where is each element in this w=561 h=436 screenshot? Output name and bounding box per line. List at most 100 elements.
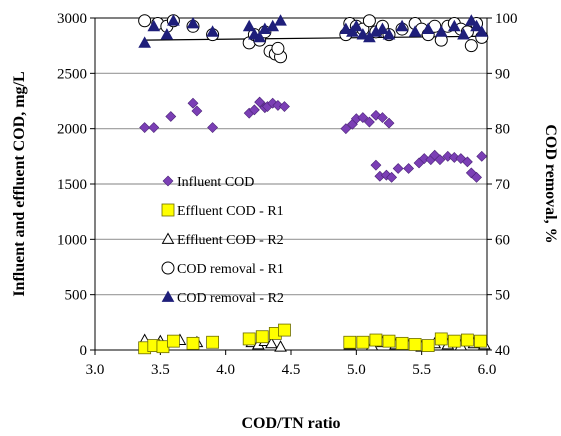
data-point [242, 19, 256, 32]
data-point [147, 19, 161, 32]
x-tick-label: 3.5 [151, 362, 170, 378]
y2-tick-label: 70 [495, 177, 510, 193]
data-point [242, 332, 256, 346]
data-point [386, 171, 398, 183]
data-point [464, 14, 478, 26]
legend-label: Influent COD [177, 175, 254, 190]
data-point [408, 338, 422, 351]
y-tick-label: 1500 [57, 177, 87, 193]
data-point [357, 112, 369, 124]
legend-label: Effluent COD - R1 [177, 204, 284, 219]
data-point [186, 336, 200, 350]
x-tick-label: 4.0 [216, 362, 235, 378]
data-point [377, 112, 388, 124]
y2-tick-label: 60 [495, 232, 510, 248]
data-point [138, 14, 152, 28]
data-point [457, 28, 470, 40]
data-point [266, 19, 280, 32]
data-point [271, 41, 285, 55]
data-point [475, 25, 489, 37]
data-point [356, 335, 370, 349]
legend-marker [161, 203, 175, 217]
data-point [160, 28, 174, 40]
x-tick-label: 6.0 [478, 362, 497, 378]
y-tick-label: 500 [65, 288, 88, 304]
gridlines [95, 72, 487, 296]
y2-tick-label: 90 [495, 66, 510, 82]
data-point [476, 150, 488, 162]
data-point [421, 22, 435, 34]
data-point [392, 163, 404, 174]
data-point [395, 336, 409, 350]
data-point [464, 39, 478, 53]
data-point [187, 97, 199, 109]
data-point [340, 123, 352, 135]
data-point [418, 153, 430, 164]
data-point [383, 117, 395, 129]
data-point [363, 30, 376, 43]
data-point [403, 163, 415, 174]
data-point [248, 104, 260, 116]
data-point [460, 333, 474, 347]
y2-tick-label: 40 [495, 343, 510, 359]
y2-tick-label: 100 [495, 11, 518, 27]
data-point [186, 17, 200, 29]
data-point [139, 122, 151, 133]
data-point [434, 25, 448, 37]
data-point [382, 334, 396, 348]
y-tick-label: 2000 [57, 122, 87, 138]
data-point [255, 330, 269, 344]
y-axis-ticks: 0 500 1000 1500 2000 2500 3000 [57, 11, 95, 359]
data-point [363, 116, 375, 128]
data-point [206, 25, 219, 37]
data-point [369, 333, 383, 347]
data-point [274, 340, 287, 352]
data-point [447, 334, 461, 348]
data-point [447, 19, 461, 32]
legend-marker [161, 290, 175, 302]
data-point [279, 101, 290, 112]
data-point [207, 122, 219, 133]
data-point [148, 122, 160, 133]
x-tick-label: 3.0 [86, 362, 105, 378]
data-point [254, 96, 266, 108]
data-point [165, 111, 177, 122]
data-point [206, 335, 220, 349]
data-point [349, 19, 363, 32]
legend-label: COD removal - R2 [177, 291, 284, 306]
y-tick-label: 1000 [57, 232, 87, 248]
legend-marker [161, 232, 175, 244]
data-point [408, 25, 422, 37]
y-tick-label: 0 [80, 343, 88, 359]
data-point [470, 19, 483, 32]
x-axis-ticks: 3.0 3.5 4.0 4.5 5.0 5.5 6.0 [86, 350, 497, 378]
data-point [370, 159, 382, 171]
data-point [461, 156, 473, 168]
x-tick-label: 5.5 [412, 362, 431, 378]
data-point [448, 152, 460, 163]
data-point [138, 36, 152, 48]
data-point [434, 332, 448, 346]
data-point [421, 339, 435, 352]
data-point [278, 323, 291, 337]
data-point [346, 25, 359, 37]
data-point [272, 100, 284, 111]
x-axis-title: COD/TN ratio [241, 415, 340, 432]
legend-marker [162, 175, 174, 187]
y2-tick-label: 50 [495, 288, 510, 304]
legend-label: Effluent COD - R2 [177, 233, 284, 248]
data-point [471, 171, 482, 183]
data-point [382, 28, 396, 40]
legend: Influent COD Effluent COD - R1 Effluent CO… [161, 175, 284, 306]
x-tick-label: 4.5 [282, 362, 301, 378]
y-tick-label: 3000 [57, 11, 87, 27]
data-point [356, 28, 370, 40]
data-point [343, 335, 357, 349]
series-0 [139, 96, 488, 183]
x-tick-label: 5.0 [347, 362, 366, 378]
series-4 [138, 14, 489, 48]
data-point [253, 30, 266, 43]
data-point [442, 150, 454, 162]
data-marks [138, 14, 491, 355]
